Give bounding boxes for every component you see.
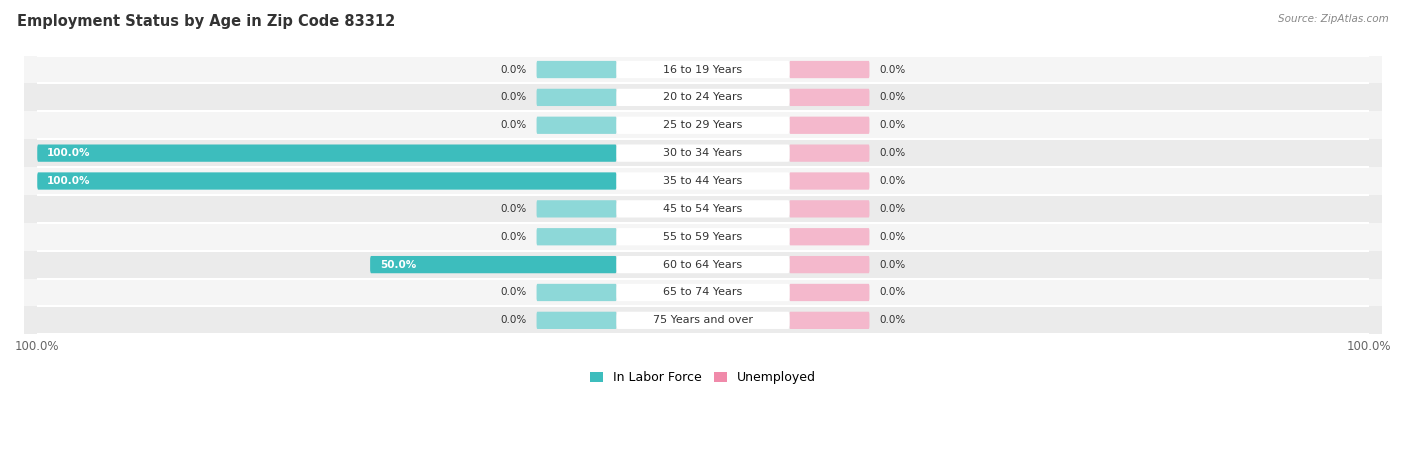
FancyBboxPatch shape (616, 172, 790, 189)
FancyBboxPatch shape (537, 117, 616, 134)
FancyBboxPatch shape (24, 111, 1382, 139)
FancyBboxPatch shape (616, 256, 790, 273)
Text: 65 to 74 Years: 65 to 74 Years (664, 287, 742, 298)
Text: 100.0%: 100.0% (48, 176, 91, 186)
Text: Employment Status by Age in Zip Code 83312: Employment Status by Age in Zip Code 833… (17, 14, 395, 28)
FancyBboxPatch shape (370, 256, 616, 273)
Text: Source: ZipAtlas.com: Source: ZipAtlas.com (1278, 14, 1389, 23)
Text: 0.0%: 0.0% (879, 176, 905, 186)
FancyBboxPatch shape (790, 312, 869, 329)
Text: 0.0%: 0.0% (501, 64, 527, 74)
FancyBboxPatch shape (616, 200, 790, 217)
FancyBboxPatch shape (790, 61, 869, 78)
Legend: In Labor Force, Unemployed: In Labor Force, Unemployed (585, 366, 821, 389)
FancyBboxPatch shape (37, 144, 616, 162)
FancyBboxPatch shape (24, 139, 1382, 167)
FancyBboxPatch shape (790, 89, 869, 106)
FancyBboxPatch shape (24, 279, 1382, 306)
FancyBboxPatch shape (790, 117, 869, 134)
Text: 35 to 44 Years: 35 to 44 Years (664, 176, 742, 186)
FancyBboxPatch shape (37, 172, 616, 189)
Text: 20 to 24 Years: 20 to 24 Years (664, 92, 742, 102)
Text: 0.0%: 0.0% (501, 315, 527, 325)
Text: 0.0%: 0.0% (879, 92, 905, 102)
Text: 45 to 54 Years: 45 to 54 Years (664, 204, 742, 214)
Text: 0.0%: 0.0% (879, 120, 905, 130)
FancyBboxPatch shape (537, 228, 616, 245)
FancyBboxPatch shape (790, 228, 869, 245)
FancyBboxPatch shape (537, 61, 616, 78)
FancyBboxPatch shape (790, 144, 869, 162)
Text: 16 to 19 Years: 16 to 19 Years (664, 64, 742, 74)
Text: 0.0%: 0.0% (879, 204, 905, 214)
Text: 60 to 64 Years: 60 to 64 Years (664, 260, 742, 270)
FancyBboxPatch shape (616, 89, 790, 106)
Text: 0.0%: 0.0% (501, 120, 527, 130)
FancyBboxPatch shape (790, 256, 869, 273)
Text: 55 to 59 Years: 55 to 59 Years (664, 232, 742, 242)
Text: 75 Years and over: 75 Years and over (652, 315, 754, 325)
Text: 0.0%: 0.0% (879, 287, 905, 298)
FancyBboxPatch shape (24, 251, 1382, 279)
Text: 0.0%: 0.0% (879, 260, 905, 270)
FancyBboxPatch shape (24, 223, 1382, 251)
Text: 0.0%: 0.0% (879, 64, 905, 74)
Text: 0.0%: 0.0% (501, 287, 527, 298)
FancyBboxPatch shape (616, 61, 790, 78)
Text: 0.0%: 0.0% (879, 148, 905, 158)
FancyBboxPatch shape (616, 144, 790, 162)
FancyBboxPatch shape (537, 89, 616, 106)
Text: 0.0%: 0.0% (501, 232, 527, 242)
FancyBboxPatch shape (790, 172, 869, 189)
FancyBboxPatch shape (24, 306, 1382, 334)
Text: 100.0%: 100.0% (48, 148, 91, 158)
FancyBboxPatch shape (616, 228, 790, 245)
FancyBboxPatch shape (24, 83, 1382, 111)
FancyBboxPatch shape (537, 312, 616, 329)
Text: 0.0%: 0.0% (879, 232, 905, 242)
Text: 0.0%: 0.0% (501, 204, 527, 214)
FancyBboxPatch shape (790, 200, 869, 217)
Text: 30 to 34 Years: 30 to 34 Years (664, 148, 742, 158)
FancyBboxPatch shape (616, 117, 790, 134)
FancyBboxPatch shape (537, 284, 616, 301)
FancyBboxPatch shape (24, 167, 1382, 195)
Text: 50.0%: 50.0% (380, 260, 416, 270)
FancyBboxPatch shape (616, 284, 790, 301)
FancyBboxPatch shape (24, 195, 1382, 223)
FancyBboxPatch shape (790, 284, 869, 301)
Text: 0.0%: 0.0% (501, 92, 527, 102)
Text: 25 to 29 Years: 25 to 29 Years (664, 120, 742, 130)
FancyBboxPatch shape (24, 55, 1382, 83)
FancyBboxPatch shape (616, 312, 790, 329)
Text: 0.0%: 0.0% (879, 315, 905, 325)
FancyBboxPatch shape (537, 200, 616, 217)
